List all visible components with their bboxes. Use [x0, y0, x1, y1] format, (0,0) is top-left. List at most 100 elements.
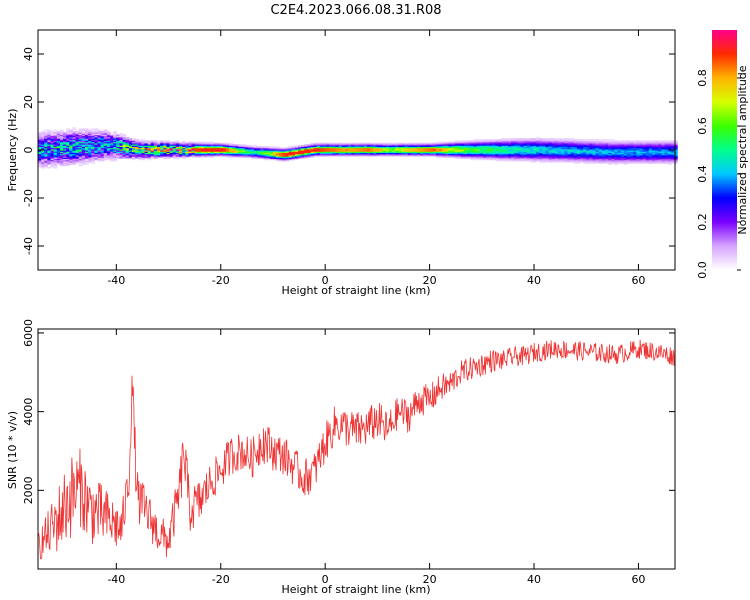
spectrogram-cell [598, 154, 603, 157]
spectrogram-cell [633, 148, 637, 151]
spectrogram-cell [404, 148, 409, 151]
spectrogram-cell [573, 144, 578, 146]
spectrogram-cell [551, 150, 556, 152]
spectrogram-cell [94, 156, 99, 158]
spectrogram-cell [323, 142, 327, 145]
spectrogram-cell [254, 157, 258, 159]
spectrogram-cell [605, 156, 609, 158]
spectrogram-cell [53, 152, 58, 155]
spectrogram-cell [94, 154, 99, 157]
spectrogram-cell [94, 146, 99, 149]
spectrogram-cell [204, 152, 208, 155]
spectrogram-cell [285, 153, 290, 156]
spectrogram-cell [476, 145, 481, 147]
spectrogram-cell [313, 142, 318, 145]
spectrogram-cell [207, 156, 211, 158]
spectrogram-cell [88, 146, 92, 149]
spectrogram-cell [489, 156, 493, 158]
spectrogram-cell [470, 147, 475, 150]
spectrogram-cell [664, 154, 669, 157]
spectrogram-cell [567, 156, 572, 158]
spectrogram-cell [66, 146, 70, 149]
spectrogram-cell [542, 142, 547, 145]
spectrogram-cell [551, 160, 556, 163]
spectrogram-cell [598, 153, 603, 156]
spectrogram-cell [110, 156, 114, 158]
spectrogram-cell [41, 136, 45, 139]
spectrogram-cell [514, 142, 518, 145]
spectrogram-cell [66, 134, 70, 137]
spectrogram-cell [545, 145, 550, 147]
spectrogram-cell [567, 146, 572, 149]
spectrogram-cell [348, 142, 352, 145]
spectrogram-cell [66, 158, 70, 161]
spectrogram-cell [589, 159, 594, 162]
spectrogram-cell [110, 140, 114, 143]
spectrogram-cell [345, 144, 349, 146]
spectrogram-cell [150, 144, 155, 146]
spectrogram-cell [197, 146, 202, 149]
spectrogram-cell [41, 132, 45, 134]
spectrogram-cell [407, 145, 412, 147]
spectrogram-cell [50, 130, 55, 133]
spectrogram-cell [442, 141, 446, 144]
spectrogram-cell [542, 145, 547, 147]
spectrogram-cell [94, 128, 99, 131]
spectrogram-cell [536, 139, 540, 141]
spectrogram-cell [617, 151, 622, 153]
spectrogram-cell [194, 152, 199, 155]
spectrogram-cell [38, 153, 42, 156]
spectrogram-cell [313, 154, 318, 157]
spectrogram-cell [241, 151, 246, 153]
spectrogram-cell [551, 138, 556, 140]
spectrogram-cell [420, 146, 424, 149]
spectrogram-cell [601, 142, 606, 145]
spectrogram-cell [288, 151, 293, 153]
spectrogram-cell [608, 148, 612, 151]
spectrogram-cell [410, 150, 415, 152]
spectrogram-cell [413, 144, 418, 146]
spectrogram-cell [216, 152, 221, 155]
spectrogram-cell [163, 140, 168, 143]
spectrogram-cell [576, 156, 581, 158]
spectrogram-cell [66, 157, 70, 159]
spectrogram-cell [351, 154, 356, 157]
spectrogram-cell [482, 144, 487, 146]
spectrogram-cell [630, 151, 634, 153]
spectrogram-cell [648, 156, 653, 158]
spectrogram-cell [229, 144, 233, 146]
spectrogram-cell [473, 145, 478, 147]
spectrogram-cell [532, 160, 537, 163]
spectrogram-cell [122, 136, 127, 139]
spectrogram-cell [91, 136, 95, 139]
spectrogram-cell [652, 152, 656, 155]
spectrogram-cell [59, 157, 64, 159]
spectrogram-cell [652, 148, 656, 151]
spectrogram-cell [266, 147, 271, 150]
spectrogram-cell [611, 162, 616, 164]
spectrogram-cell [81, 134, 86, 137]
spectrogram-cell [589, 140, 594, 143]
spectrogram-cell [382, 152, 387, 155]
spectrogram-cell [614, 145, 619, 147]
spectrogram-cell [426, 154, 431, 157]
spectrogram-cell [91, 156, 95, 158]
spectrogram-cell [50, 162, 55, 164]
spectrogram-cell [244, 147, 249, 150]
spectrogram-cell [586, 140, 590, 143]
spectrogram-cell [66, 139, 70, 141]
spectrogram-cell [103, 146, 108, 149]
spectrogram-cell [376, 146, 381, 149]
spectrogram-cell [661, 144, 666, 146]
spectrogram-cell [655, 153, 659, 156]
spectrogram-cell [119, 154, 124, 157]
spectrogram-cell [511, 141, 515, 144]
spectrogram-cell [448, 150, 453, 152]
spectrogram-cell [135, 146, 139, 149]
spectrogram-cell [91, 150, 95, 152]
spectrogram-cell [238, 152, 243, 155]
spectrogram-cell [511, 150, 515, 152]
spectrogram-cell [78, 157, 83, 159]
spectrogram-cell [667, 144, 672, 146]
spectrogram-cell [260, 152, 265, 155]
